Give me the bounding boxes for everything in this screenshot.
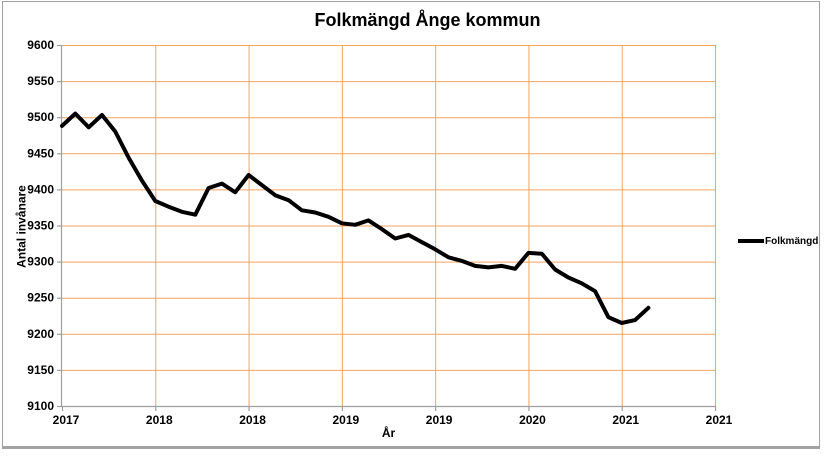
y-tick-label: 9500 bbox=[27, 110, 54, 124]
legend-label: Folkmängd bbox=[765, 235, 819, 247]
x-tick-label: 2018 bbox=[146, 413, 173, 427]
y-axis-title: Antal invånare bbox=[14, 185, 29, 268]
y-tick-label: 9100 bbox=[27, 399, 54, 413]
y-tick-label: 9350 bbox=[27, 219, 54, 233]
x-tick-label: 2021 bbox=[706, 413, 733, 427]
y-tick-label: 9600 bbox=[27, 38, 54, 52]
x-tick-label: 2021 bbox=[612, 413, 639, 427]
x-tick-label: 2018 bbox=[239, 413, 266, 427]
chart-frame bbox=[2, 1, 820, 449]
x-axis-title: År bbox=[381, 426, 396, 440]
x-tick-label: 2020 bbox=[519, 413, 546, 427]
chart-title: Folkmängd Ånge kommun bbox=[314, 10, 541, 30]
y-tick-label: 9300 bbox=[27, 255, 54, 269]
x-tick-label: 2019 bbox=[426, 413, 453, 427]
y-tick-label: 9250 bbox=[27, 291, 54, 305]
legend: Folkmängd bbox=[738, 233, 818, 249]
y-tick-label: 9550 bbox=[27, 74, 54, 88]
population-line-series bbox=[60, 111, 651, 325]
y-tick-label: 9150 bbox=[27, 363, 54, 377]
y-tick-label: 9450 bbox=[27, 146, 54, 160]
x-tick-label: 2019 bbox=[333, 413, 360, 427]
y-tick-label: 9400 bbox=[27, 182, 54, 196]
y-tick-label: 9200 bbox=[27, 327, 54, 341]
x-tick-label: 2017 bbox=[53, 413, 80, 427]
legend-line-sample bbox=[738, 239, 764, 243]
